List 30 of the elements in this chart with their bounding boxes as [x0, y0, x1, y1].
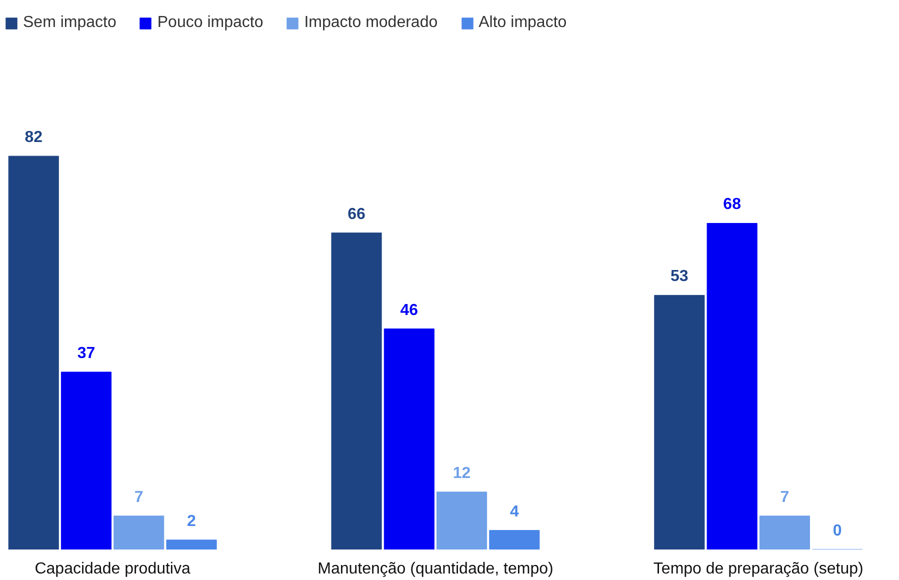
legend-label: Alto impacto: [478, 14, 567, 32]
data-label: 82: [24, 129, 43, 146]
bar: [8, 156, 59, 550]
data-label: 4: [510, 503, 519, 520]
data-label: 66: [348, 206, 366, 223]
x-tick-label: Manutenção (quantidade, tempo): [318, 560, 554, 578]
data-label: 7: [134, 488, 144, 506]
bar: [166, 540, 217, 550]
data-label: 7: [780, 488, 790, 506]
legend-label: Impacto moderado: [304, 14, 438, 32]
data-label: 2: [187, 512, 196, 530]
data-label: 37: [77, 344, 96, 362]
bar: [60, 372, 112, 550]
data-label: 46: [400, 302, 418, 319]
bar: [331, 232, 382, 550]
data-label: 0: [832, 522, 842, 540]
data-label: 12: [452, 464, 471, 482]
bar: [706, 222, 758, 550]
bar: [759, 516, 810, 550]
bar: [489, 530, 540, 550]
bar: [436, 492, 488, 550]
legend-label: Sem impacto: [23, 14, 116, 32]
legend-label: Pouco impacto: [157, 14, 264, 32]
bar: [384, 328, 434, 550]
x-tick-label: Tempo de preparação (setup): [653, 560, 864, 578]
x-tick-label: Capacidade produtiva: [34, 560, 190, 578]
data-label: 68: [723, 196, 742, 214]
bar: [114, 516, 164, 550]
data-label: 53: [670, 268, 688, 286]
bar: [654, 294, 705, 550]
